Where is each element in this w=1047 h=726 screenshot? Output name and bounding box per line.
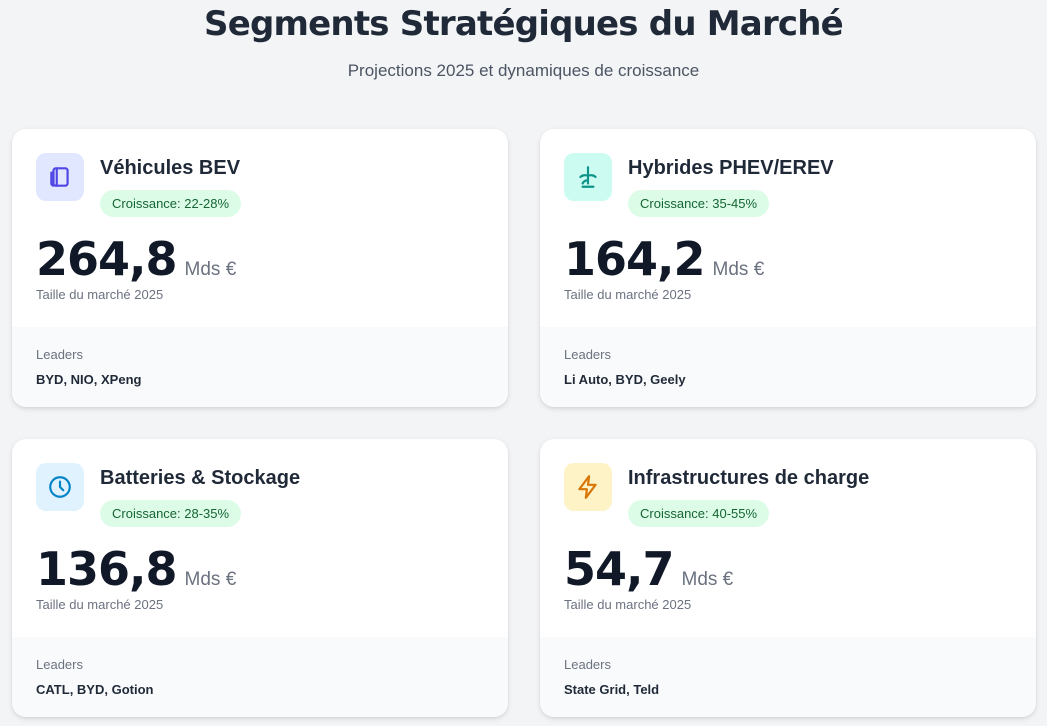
growth-badge: Croissance: 22-28%: [100, 190, 242, 217]
segment-card-charging: Infrastructures de charge Croissance: 40…: [540, 439, 1036, 717]
segment-name: Infrastructures de charge: [628, 467, 870, 489]
segments-grid: Véhicules BEV Croissance: 22-28% 264,8 M…: [12, 129, 1036, 717]
market-size-caption: Taille du marché 2025: [36, 597, 164, 612]
leaders-label: Leaders: [564, 657, 611, 672]
leaders-label: Leaders: [564, 347, 611, 362]
leaders-value: CATL, BYD, Gotion: [36, 682, 154, 697]
hybrid-plant-icon: [564, 153, 612, 201]
growth-badge: Croissance: 40-55%: [628, 500, 770, 527]
leaders-section: Leaders State Grid, Teld: [540, 637, 1036, 717]
page-header: Segments Stratégiques du Marché Projecti…: [0, 0, 1047, 81]
growth-badge: Croissance: 28-35%: [100, 500, 242, 527]
lightning-icon: [564, 463, 612, 511]
page-subtitle: Projections 2025 et dynamiques de croiss…: [347, 61, 700, 80]
leaders-label: Leaders: [36, 347, 83, 362]
car-icon: [36, 153, 84, 201]
market-size-caption: Taille du marché 2025: [564, 287, 692, 302]
market-size-value: 54,7: [564, 542, 674, 596]
leaders-section: Leaders CATL, BYD, Gotion: [12, 637, 508, 717]
market-size-unit: Mds €: [712, 259, 765, 280]
market-size-caption: Taille du marché 2025: [36, 287, 164, 302]
leaders-label: Leaders: [36, 657, 83, 672]
segment-card-phev: Hybrides PHEV/EREV Croissance: 35-45% 16…: [540, 129, 1036, 407]
market-size-unit: Mds €: [681, 569, 734, 590]
segment-name: Hybrides PHEV/EREV: [628, 157, 834, 179]
growth-badge: Croissance: 35-45%: [628, 190, 770, 217]
leaders-value: Li Auto, BYD, Geely: [564, 372, 686, 387]
market-size-value: 164,2: [564, 232, 706, 286]
clock-icon: [36, 463, 84, 511]
segment-card-bev: Véhicules BEV Croissance: 22-28% 264,8 M…: [12, 129, 508, 407]
page-title: Segments Stratégiques du Marché: [204, 4, 844, 44]
segment-name: Véhicules BEV: [100, 157, 241, 179]
leaders-value: BYD, NIO, XPeng: [36, 372, 142, 387]
leaders-value: State Grid, Teld: [564, 682, 660, 697]
market-size-value: 264,8: [36, 232, 178, 286]
segment-card-batteries: Batteries & Stockage Croissance: 28-35% …: [12, 439, 508, 717]
leaders-section: Leaders Li Auto, BYD, Geely: [540, 327, 1036, 407]
market-size-unit: Mds €: [184, 259, 237, 280]
leaders-section: Leaders BYD, NIO, XPeng: [12, 327, 508, 407]
market-size-caption: Taille du marché 2025: [564, 597, 692, 612]
market-size-unit: Mds €: [184, 569, 237, 590]
market-size-value: 136,8: [36, 542, 178, 596]
segment-name: Batteries & Stockage: [100, 467, 301, 489]
